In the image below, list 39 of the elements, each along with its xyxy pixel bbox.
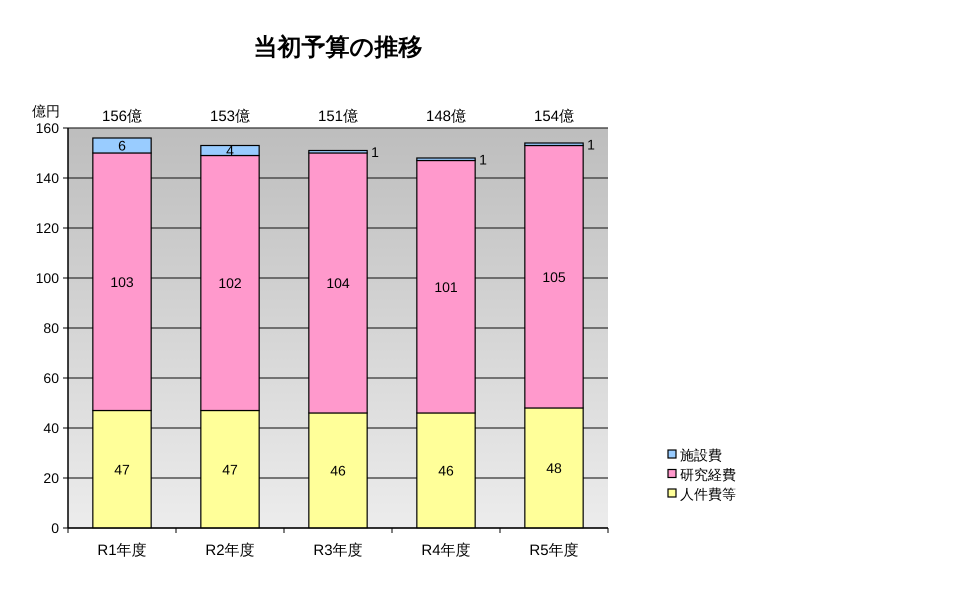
legend-label: 施設費 (680, 447, 722, 463)
y-tick-label: 0 (51, 520, 60, 536)
x-tick-label: R3年度 (313, 542, 363, 559)
data-label: 47 (222, 461, 238, 478)
legend-label: 人件費等 (680, 486, 736, 502)
y-tick-label: 80 (43, 320, 60, 336)
data-label: 105 (542, 268, 566, 285)
x-tick-label: R4年度 (421, 542, 471, 559)
data-label: 101 (434, 278, 458, 295)
y-tick-label: 120 (36, 220, 60, 236)
data-label: 1 (587, 136, 596, 152)
y-tick-label: 100 (36, 270, 60, 286)
y-tick-label: 20 (43, 470, 60, 486)
data-label: 46 (330, 462, 346, 478)
total-label: 151億 (318, 108, 358, 125)
data-label: 102 (218, 275, 242, 291)
data-label: 46 (438, 462, 454, 478)
data-label: 1 (371, 144, 380, 160)
y-tick-label: 160 (36, 120, 60, 136)
x-tick-label: R5年度 (529, 542, 579, 559)
legend-label: 研究経費 (680, 466, 736, 482)
data-label: 103 (110, 274, 134, 290)
y-tick-label: 140 (36, 170, 60, 186)
data-label: 104 (326, 275, 350, 291)
data-label: 1 (479, 151, 488, 168)
data-label: 4 (226, 142, 234, 158)
y-tick-label: 60 (43, 370, 60, 386)
total-label: 153億 (210, 108, 250, 125)
data-label: 48 (546, 460, 562, 476)
x-tick-label: R2年度 (205, 542, 255, 559)
data-label: 47 (114, 461, 130, 478)
chart-title: 当初予算の推移 (254, 34, 422, 61)
total-label: 156億 (102, 108, 142, 125)
x-tick-label: R1年度 (97, 542, 147, 559)
y-axis-title: 億円 (32, 103, 60, 119)
total-label: 154億 (534, 108, 574, 125)
total-label: 148億 (426, 108, 466, 125)
y-tick-label: 40 (43, 420, 60, 436)
data-label: 6 (118, 138, 126, 154)
